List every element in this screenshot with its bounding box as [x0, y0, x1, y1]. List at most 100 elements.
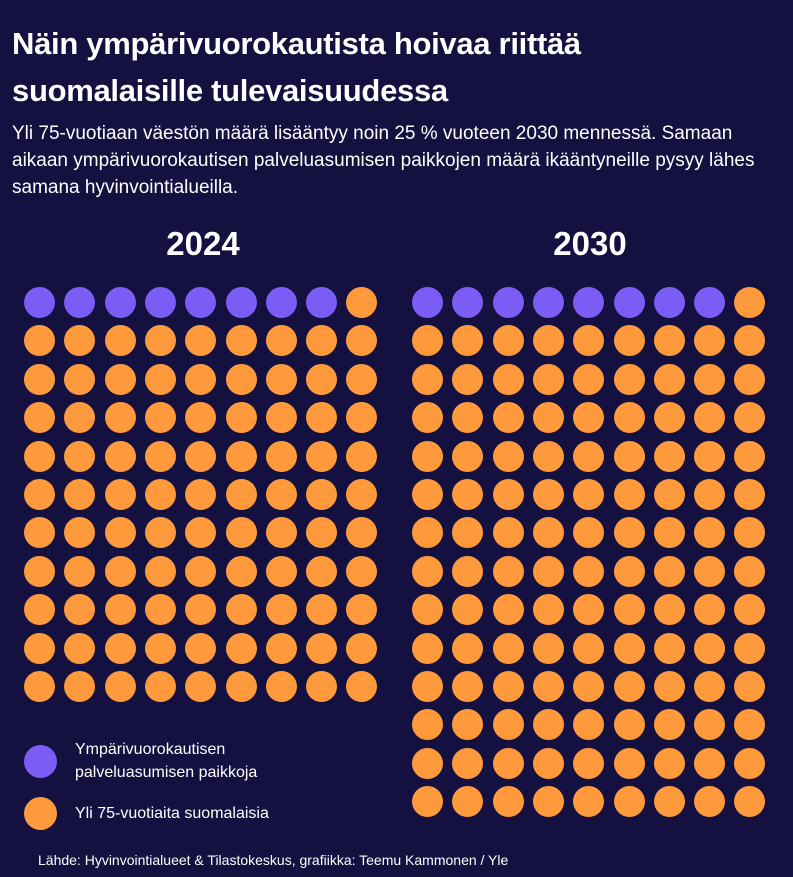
waffle-dot-elderly: [452, 632, 484, 664]
waffle-dot-elderly: [653, 632, 685, 664]
waffle-dot-elderly: [532, 555, 564, 587]
waffle-dot-elderly: [185, 440, 217, 472]
waffle-dot-elderly: [306, 440, 338, 472]
waffle-dot-elderly: [532, 479, 564, 510]
waffle-dot-elderly: [492, 555, 524, 587]
waffle-dot-elderly: [734, 363, 766, 395]
waffle-dot-elderly: [734, 786, 766, 818]
waffle-dot-elderly: [452, 402, 484, 434]
waffle-dot-elderly: [492, 517, 524, 549]
chart-title: Näin ympärivuorokautista hoivaa riittää …: [12, 26, 581, 108]
waffle-dot-elderly: [64, 671, 96, 702]
waffle-dot-places: [613, 287, 645, 318]
waffle-dot-elderly: [452, 594, 484, 626]
waffle-dot-elderly: [492, 325, 524, 357]
waffle-dot-elderly: [265, 555, 297, 587]
waffle-dot-elderly: [346, 363, 378, 395]
waffle-dot-elderly: [144, 517, 176, 549]
waffle-dot-elderly: [573, 325, 605, 357]
waffle-dot-elderly: [452, 479, 484, 510]
waffle-dot-elderly: [144, 479, 176, 510]
waffle-dot-elderly: [412, 709, 443, 741]
waffle-dot-elderly: [104, 325, 136, 357]
waffle-dot-elderly: [653, 517, 685, 549]
waffle-dot-elderly: [452, 363, 484, 395]
waffle-dot-elderly: [613, 555, 645, 587]
waffle-dot-elderly: [185, 671, 217, 702]
waffle-dot-elderly: [24, 325, 55, 357]
waffle-dot-elderly: [306, 594, 338, 626]
waffle-dot-places: [492, 287, 524, 318]
waffle-dot-elderly: [452, 517, 484, 549]
waffle-dot-elderly: [265, 325, 297, 357]
waffle-dot-elderly: [225, 671, 257, 702]
waffle-dot-elderly: [532, 786, 564, 818]
waffle-dot-elderly: [346, 287, 378, 318]
waffle-dot-elderly: [492, 479, 524, 510]
waffle-dot-elderly: [452, 440, 484, 472]
waffle-dot-elderly: [412, 325, 443, 357]
waffle-dot-elderly: [64, 325, 96, 357]
waffle-dot-elderly: [64, 363, 96, 395]
waffle-dot-elderly: [225, 402, 257, 434]
source-note: Lähde: Hyvinvointialueet & Tilastokeskus…: [38, 852, 509, 868]
waffle-dot-elderly: [653, 402, 685, 434]
waffle-dot-elderly: [225, 479, 257, 510]
waffle-dot-places: [573, 287, 605, 318]
waffle-dot-elderly: [185, 363, 217, 395]
waffle-dot-elderly: [613, 325, 645, 357]
waffle-dot-elderly: [412, 440, 443, 472]
waffle-dot-elderly: [734, 325, 766, 357]
waffle-dot-elderly: [734, 671, 766, 702]
waffle-dot-elderly: [225, 325, 257, 357]
waffle-dot-places: [144, 287, 176, 318]
waffle-dot-elderly: [346, 632, 378, 664]
waffle-dot-elderly: [64, 594, 96, 626]
waffle-dot-elderly: [306, 671, 338, 702]
waffle-dot-elderly: [24, 555, 55, 587]
waffle-dot-elderly: [573, 632, 605, 664]
waffle-dot-elderly: [694, 632, 726, 664]
waffle-dot-elderly: [346, 440, 378, 472]
waffle-dot-elderly: [532, 632, 564, 664]
waffle-dot-elderly: [346, 555, 378, 587]
waffle-dot-elderly: [734, 632, 766, 664]
waffle-dot-elderly: [653, 671, 685, 702]
waffle-dot-places: [653, 287, 685, 318]
waffle-dot-elderly: [104, 479, 136, 510]
waffle-dot-places: [412, 287, 443, 318]
waffle-dot-elderly: [24, 479, 55, 510]
waffle-dot-places: [225, 287, 257, 318]
waffle-dot-elderly: [104, 632, 136, 664]
waffle-dot-elderly: [225, 632, 257, 664]
waffle-dot-elderly: [492, 440, 524, 472]
waffle-dot-elderly: [452, 747, 484, 779]
waffle-dot-elderly: [613, 517, 645, 549]
legend-swatch-places: [24, 744, 57, 778]
waffle-dot-elderly: [64, 402, 96, 434]
waffle-dot-elderly: [694, 594, 726, 626]
waffle-dot-elderly: [24, 594, 55, 626]
waffle-dot-elderly: [694, 440, 726, 472]
waffle-dot-places: [64, 287, 96, 318]
year-label-2024: 2024: [166, 225, 240, 262]
waffle-dot-places: [694, 287, 726, 318]
waffle-dot-elderly: [346, 594, 378, 626]
waffle-dot-elderly: [492, 632, 524, 664]
waffle-dot-places: [265, 287, 297, 318]
waffle-dot-elderly: [104, 517, 136, 549]
waffle-dot-elderly: [185, 479, 217, 510]
waffle-dot-elderly: [452, 786, 484, 818]
waffle-dot-elderly: [306, 325, 338, 357]
waffle-dot-elderly: [104, 671, 136, 702]
waffle-dot-elderly: [653, 440, 685, 472]
waffle-dot-elderly: [653, 709, 685, 741]
waffle-dot-elderly: [613, 747, 645, 779]
waffle-dot-elderly: [144, 671, 176, 702]
waffle-dot-elderly: [346, 517, 378, 549]
waffle-dot-elderly: [734, 709, 766, 741]
waffle-dot-elderly: [573, 363, 605, 395]
year-label-2030: 2030: [553, 225, 627, 262]
waffle-dot-elderly: [306, 363, 338, 395]
waffle-dot-elderly: [306, 555, 338, 587]
